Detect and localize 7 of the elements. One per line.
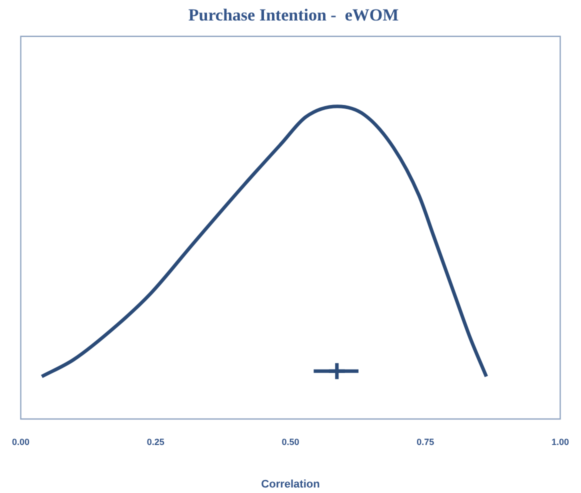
x-tick-label: 0.25 — [146, 436, 164, 447]
x-tick-label: 0.75 — [416, 436, 434, 447]
x-axis-title: Correlation — [261, 478, 320, 490]
x-tick-label: 0.50 — [282, 436, 300, 447]
x-tick-label: 1.00 — [551, 436, 570, 447]
x-tick-label: 0.00 — [12, 436, 30, 447]
chart-title: Purchase Intention - eWOM — [188, 6, 399, 25]
